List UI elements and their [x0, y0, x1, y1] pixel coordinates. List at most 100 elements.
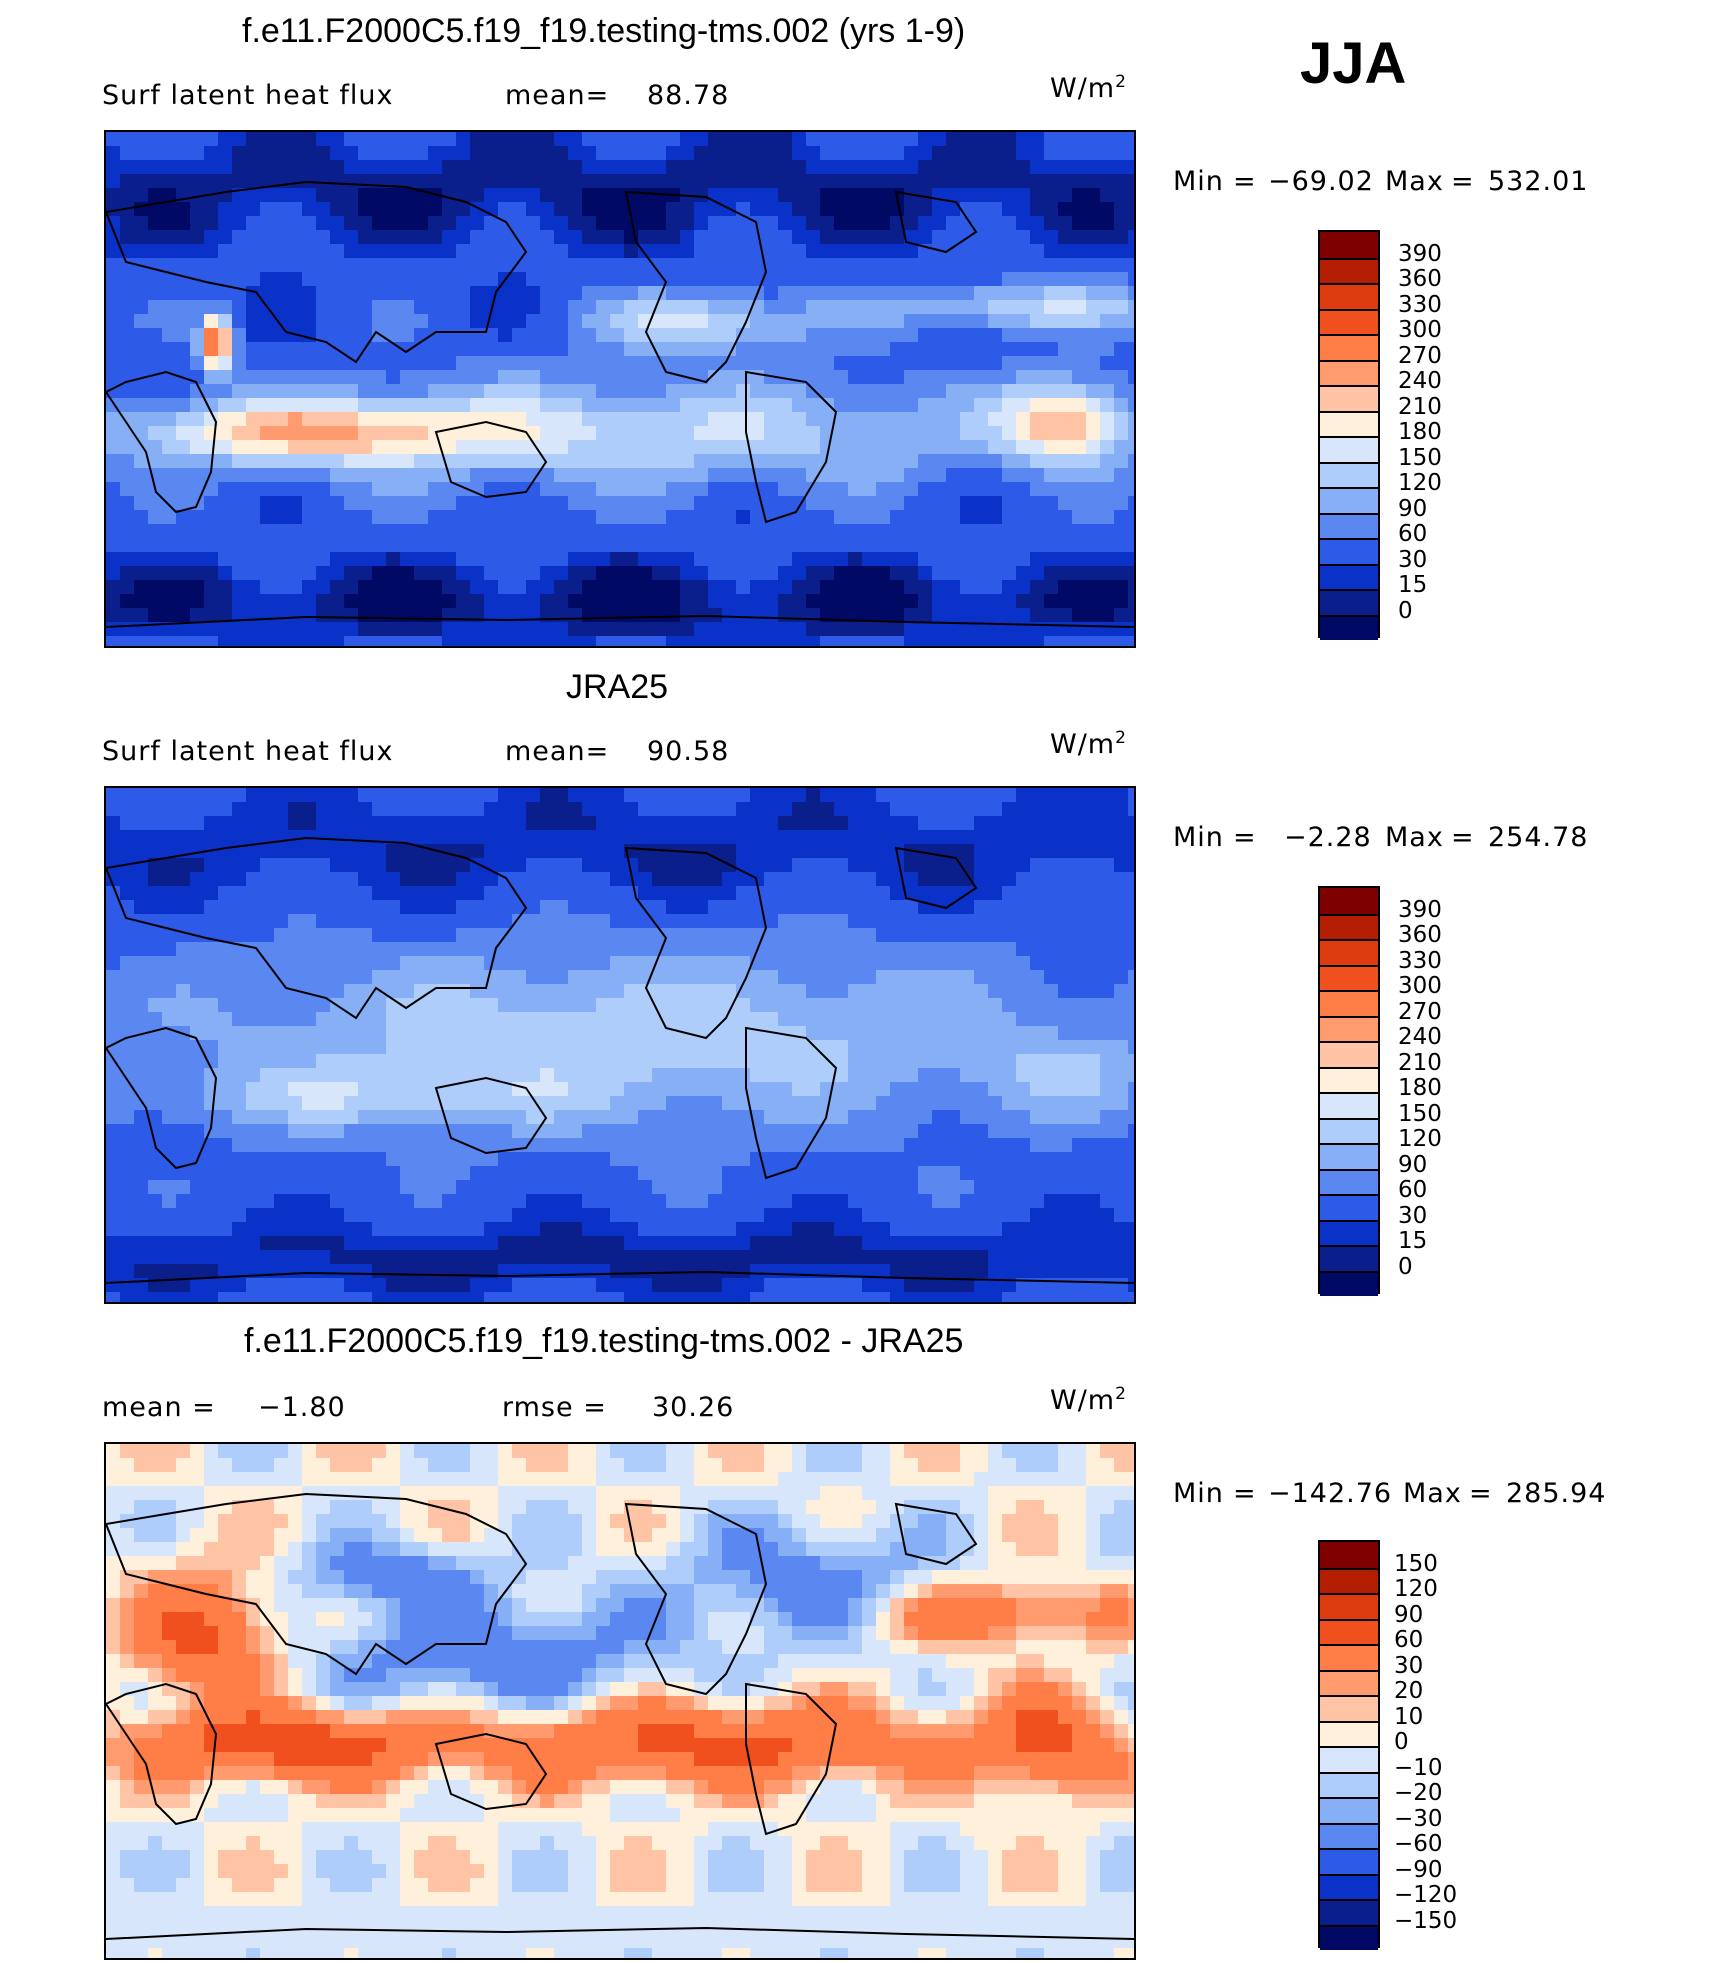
panel-3-min-eq: = [1233, 1478, 1257, 1509]
colorbar-tick-label: 390 [1398, 240, 1442, 267]
panel-2-mean-value: 90.58 [647, 736, 730, 767]
panel-3-max-value: 285.94 [1506, 1478, 1607, 1509]
panel-3-rmse-value: 30.26 [652, 1392, 735, 1423]
colorbar-box [1320, 1848, 1378, 1874]
colorbar-box [1320, 1720, 1378, 1746]
colorbar-box [1320, 1245, 1378, 1271]
panel-3-colorbar [1318, 1540, 1380, 1950]
colorbar-box [1320, 334, 1378, 360]
colorbar-tick-label: 15 [1398, 572, 1428, 598]
coastline [106, 836, 528, 1020]
colorbar-tick-label: 180 [1398, 419, 1442, 445]
panel-3-mean-label: mean = [102, 1392, 216, 1423]
colorbar-box [1320, 1771, 1378, 1797]
colorbar-tick-label: 15 [1398, 1228, 1428, 1254]
colorbar-tick-label: 0 [1398, 1253, 1413, 1280]
coastline [106, 370, 218, 514]
colorbar-tick-label: −20 [1394, 1780, 1443, 1806]
colorbar-box [1320, 1542, 1378, 1568]
colorbar-box [1320, 1567, 1378, 1593]
colorbar-tick-label: 240 [1398, 1024, 1442, 1050]
coastline [434, 1076, 548, 1155]
colorbar-tick-label: 60 [1398, 1177, 1428, 1203]
colorbar-box [1320, 436, 1378, 462]
panel-3-min-label: Min [1173, 1478, 1224, 1509]
panel-1-min-value: −69.02 [1268, 166, 1374, 197]
colorbar-box [1320, 1797, 1378, 1823]
panel-2-map-canvas [106, 788, 1134, 1302]
colorbar-box [1320, 1618, 1378, 1644]
colorbar-tick-label: 150 [1398, 444, 1442, 471]
colorbar-tick-label: 330 [1398, 947, 1442, 974]
colorbar-box [1320, 283, 1378, 309]
colorbar-tick-label: 330 [1398, 291, 1442, 318]
panel-3-min-value: −142.76 [1268, 1478, 1393, 1509]
colorbar-box [1320, 1746, 1378, 1772]
season-label: JJA [1300, 31, 1407, 96]
coastline [106, 1026, 218, 1170]
coastline [624, 1502, 768, 1696]
panel-3-mean-value: −1.80 [258, 1392, 346, 1423]
panel-2-max-label: Max [1385, 822, 1444, 853]
colorbar-box [1320, 990, 1378, 1016]
colorbar-tick-label: 20 [1394, 1678, 1424, 1704]
panel-1-mean-value: 88.78 [647, 80, 730, 111]
colorbar-box [1320, 410, 1378, 436]
colorbar-tick-label: 210 [1398, 1049, 1442, 1076]
coastline [106, 1270, 1134, 1284]
panel-3-max-eq: = [1469, 1478, 1493, 1509]
panel-1-title: f.e11.F2000C5.f19_f19.testing-tms.002 (y… [242, 12, 966, 50]
panel-2-min-label: Min [1173, 822, 1224, 853]
colorbar-tick-label: 300 [1398, 973, 1442, 999]
colorbar-box [1320, 461, 1378, 487]
colorbar-tick-label: 390 [1398, 896, 1442, 923]
colorbar-box [1320, 888, 1378, 914]
colorbar-tick-label: −90 [1394, 1856, 1443, 1883]
coastline [745, 370, 838, 524]
colorbar-tick-label: 120 [1398, 470, 1442, 496]
colorbar-tick-label: 0 [1398, 597, 1413, 624]
panel-3-rmse-label: rmse = [502, 1392, 607, 1423]
panel-3-max-label: Max [1403, 1478, 1462, 1509]
colorbar-box [1320, 589, 1378, 615]
colorbar-tick-label: 360 [1398, 922, 1442, 948]
colorbar-tick-label: 210 [1398, 393, 1442, 420]
panel-3-map-canvas [106, 1444, 1134, 1958]
colorbar-tick-label: 300 [1398, 317, 1442, 343]
panel-1-map [104, 130, 1136, 648]
colorbar-tick-label: 60 [1398, 521, 1428, 547]
colorbar-box [1320, 939, 1378, 965]
colorbar-tick-label: 270 [1398, 998, 1442, 1025]
colorbar-tick-label: 60 [1394, 1627, 1424, 1653]
panel-1-max-value: 532.01 [1488, 166, 1589, 197]
panel-3-title: f.e11.F2000C5.f19_f19.testing-tms.002 - … [244, 1322, 964, 1360]
coastline [624, 846, 768, 1040]
colorbar-tick-label: 10 [1394, 1703, 1424, 1730]
colorbar-box [1320, 487, 1378, 513]
colorbar-tick-label: 30 [1394, 1652, 1424, 1679]
colorbar-box [1320, 359, 1378, 385]
colorbar-box [1320, 614, 1378, 640]
colorbar-tick-label: 120 [1398, 1126, 1442, 1152]
colorbar-box [1320, 1092, 1378, 1118]
panel-1-units: W/m2 [1050, 72, 1127, 104]
colorbar-box [1320, 538, 1378, 564]
coastline [624, 190, 768, 384]
colorbar-tick-label: 0 [1394, 1729, 1409, 1755]
panel-1-mean-label: mean= [505, 80, 610, 111]
colorbar-box [1320, 1873, 1378, 1899]
panel-2-map [104, 786, 1136, 1304]
coastline [434, 420, 548, 499]
colorbar-box [1320, 257, 1378, 283]
colorbar-box [1320, 1066, 1378, 1092]
panel-2-min-value: −2.28 [1284, 822, 1372, 853]
coastline [894, 846, 978, 910]
colorbar-box [1320, 232, 1378, 258]
coastline [106, 180, 528, 364]
coastline [745, 1682, 838, 1836]
panel-2-max-eq: = [1451, 822, 1475, 853]
colorbar-box [1320, 1669, 1378, 1695]
panel-1-variable-label: Surf latent heat flux [102, 80, 394, 111]
colorbar-box [1320, 1270, 1378, 1296]
colorbar-tick-label: 360 [1398, 266, 1442, 292]
